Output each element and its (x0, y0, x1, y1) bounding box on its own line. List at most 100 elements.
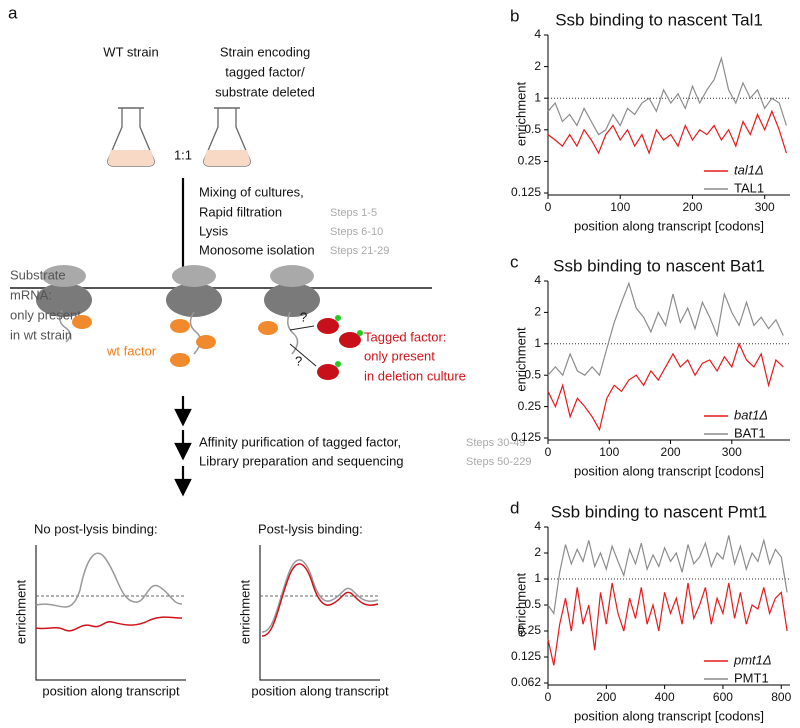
y-tick-label: 2 (534, 305, 541, 319)
y-axis-label: enrichment (513, 327, 528, 392)
schematic-ylabel: enrichment (13, 579, 28, 644)
y-tick-label: 2 (534, 545, 541, 559)
chart-title: Ssb binding to nascent Pmt1 (551, 502, 767, 521)
x-tick-label: 300 (722, 445, 742, 459)
x-tick-label: 800 (771, 690, 791, 704)
x-axis-label: position along transcript [codons] (574, 218, 764, 233)
step-range: Steps 1-5 (330, 207, 377, 219)
strain-label: Strain encoding (220, 44, 310, 59)
x-tick-label: 400 (655, 690, 675, 704)
x-tick-label: 100 (599, 445, 619, 459)
panel-label: a (8, 3, 18, 22)
schematic-xlabel: position along transcript (251, 683, 389, 698)
substrate-label: in wt strain (10, 327, 72, 342)
y-tick-label: 1 (534, 336, 541, 350)
y-tick-label: 4 (534, 273, 541, 287)
wt-factor-label: wt factor (106, 343, 157, 358)
y-axis-label: enrichment (513, 572, 528, 637)
question-mark: ? (300, 309, 307, 324)
schematic-title: Post-lysis binding: (258, 521, 363, 536)
x-tick-label: 0 (545, 200, 552, 214)
step-text: Library preparation and sequencing (199, 453, 404, 468)
step-range: Steps 30-49 (466, 437, 525, 449)
x-tick-label: 200 (596, 690, 616, 704)
y-tick-label: 4 (534, 27, 541, 41)
step-text: Mixing of cultures, (199, 184, 304, 199)
y-tick-label: 0.25 (518, 399, 542, 413)
y-tick-label: 0.25 (518, 623, 542, 637)
wt-factor-icon (72, 315, 278, 367)
chart-title: Ssb binding to nascent Bat1 (553, 256, 765, 275)
y-tick-label: 1 (534, 571, 541, 585)
x-tick-label: 200 (661, 445, 681, 459)
step-range: Steps 21-29 (330, 245, 389, 257)
legend-label: pmt1Δ (733, 652, 772, 667)
tag (335, 315, 363, 367)
x-axis-label: position along transcript [codons] (574, 708, 764, 723)
step-range: Steps 6-10 (330, 226, 383, 238)
step-text: Monosome isolation (199, 242, 315, 257)
ratio: 1:1 (174, 147, 192, 162)
y-tick-label: 4 (534, 519, 541, 533)
tagged-factor-label: in deletion culture (364, 368, 466, 383)
legend-label: TAL1 (734, 180, 764, 195)
flask (107, 107, 155, 167)
y-tick-label: 0.5 (524, 597, 541, 611)
series-line (547, 582, 788, 666)
y-tick-label: 0.25 (518, 154, 542, 168)
x-tick-label: 300 (755, 200, 775, 214)
step-text: Affinity purification of tagged factor, (199, 434, 401, 449)
substrate-label: mRNA: (10, 287, 52, 302)
y-tick-label: 0.125 (511, 649, 541, 663)
legend-label: tal1Δ (734, 162, 764, 177)
tagged-factor-label: only present (364, 348, 435, 363)
step-text: Lysis (199, 223, 229, 238)
interaction-arrow (289, 325, 317, 367)
tagged-factor-label: Tagged factor: (364, 329, 446, 344)
schematic-ylabel: enrichment (237, 579, 252, 644)
x-tick-label: 0 (545, 690, 552, 704)
series-line (547, 281, 784, 377)
tagged-factor-icon (317, 318, 361, 380)
y-tick-label: 0.125 (511, 185, 541, 199)
y-axis-label: enrichment (513, 81, 528, 146)
chart-title: Ssb binding to nascent Tal1 (555, 10, 763, 29)
y-tick-label: 1 (534, 90, 541, 104)
ribosome (36, 265, 320, 355)
schematic-xlabel: position along transcript (42, 683, 180, 698)
panel-label: c (510, 252, 519, 271)
y-tick-label: 0.125 (511, 430, 541, 444)
panel-label: d (510, 498, 519, 517)
substrate-label: only present (10, 307, 81, 322)
step-text: Rapid filtration (199, 204, 282, 219)
y-tick-label: 2 (534, 59, 541, 73)
series-line (547, 342, 784, 432)
legend-label: BAT1 (734, 425, 766, 440)
substrate-label: Substrate (10, 267, 66, 282)
strain-label: substrate deleted (215, 84, 315, 99)
schematic-title: No post-lysis binding: (34, 521, 158, 536)
series-line (547, 535, 788, 616)
legend-label: bat1Δ (734, 407, 768, 422)
x-tick-label: 0 (545, 445, 552, 459)
y-tick-label: 0.5 (524, 367, 541, 381)
x-tick-label: 100 (610, 200, 630, 214)
series-line (547, 109, 787, 155)
step-range: Steps 50-229 (466, 456, 531, 468)
legend-label: PMT1 (734, 670, 769, 685)
panel-a: a WT strain Strain encoding tagged facto… (8, 3, 531, 698)
strain-label: tagged factor/ (225, 64, 305, 79)
strain-label: WT strain (103, 44, 158, 59)
flask (203, 107, 251, 167)
y-tick-label: 0.062 (511, 675, 541, 689)
x-tick-label: 600 (713, 690, 733, 704)
x-axis-label: position along transcript [codons] (574, 463, 764, 478)
x-tick-label: 200 (682, 200, 702, 214)
arrow (174, 178, 192, 497)
question-mark: ? (295, 353, 302, 368)
series-line (547, 56, 787, 136)
chart: b Ssb binding to nascent Tal1 enrichment po… (510, 6, 790, 233)
panel-label: b (510, 6, 519, 25)
chart: d Ssb binding to nascent Pmt1 enrichment po… (510, 498, 792, 723)
